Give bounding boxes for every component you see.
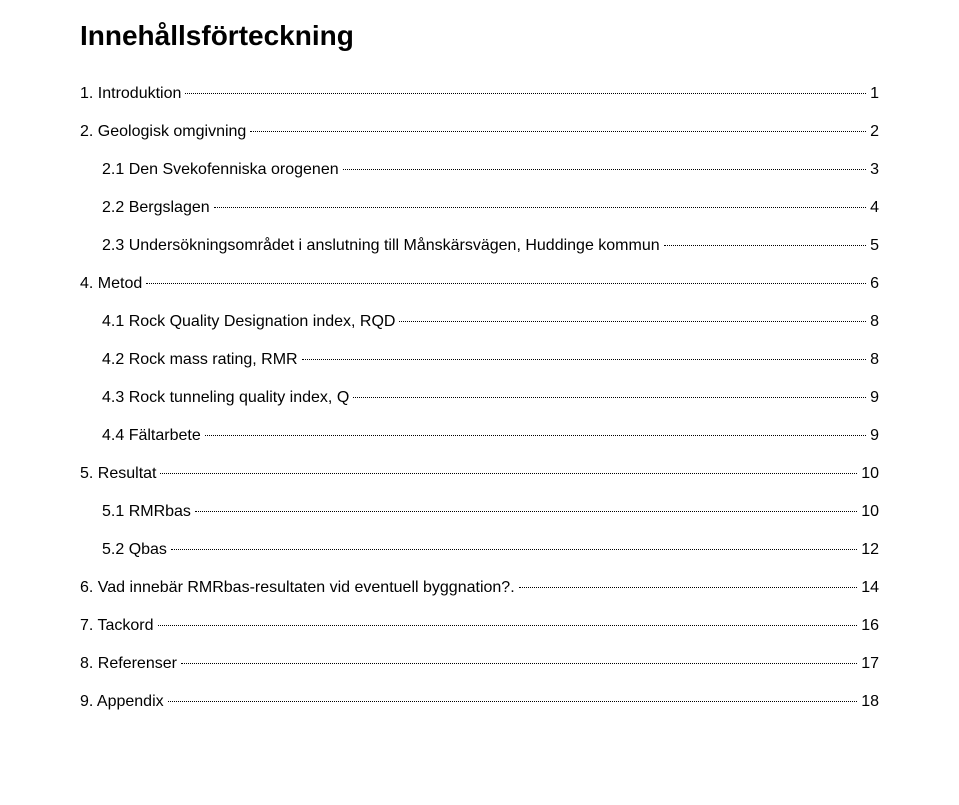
toc-leader-dots bbox=[343, 169, 866, 170]
toc-entry: 4.4 Fältarbete 9 bbox=[102, 424, 879, 448]
toc-entry-label: 2.2 Bergslagen bbox=[102, 196, 210, 220]
toc-entry-label: 4. Metod bbox=[80, 272, 142, 296]
toc-leader-dots bbox=[146, 283, 866, 284]
toc-leader-dots bbox=[160, 473, 857, 474]
toc-leader-dots bbox=[181, 663, 857, 664]
toc-entry: 6. Vad innebär RMRbas-resultaten vid eve… bbox=[80, 576, 879, 600]
toc-entry-label: 4.4 Fältarbete bbox=[102, 424, 201, 448]
toc-entry-page: 1 bbox=[870, 82, 879, 106]
toc-entry: 9. Appendix 18 bbox=[80, 690, 879, 714]
toc-entry-page: 18 bbox=[861, 690, 879, 714]
toc-entry: 2.2 Bergslagen 4 bbox=[102, 196, 879, 220]
toc-leader-dots bbox=[185, 93, 866, 94]
toc-entry: 1. Introduktion 1 bbox=[80, 82, 879, 106]
toc-entry: 5. Resultat 10 bbox=[80, 462, 879, 486]
toc-leader-dots bbox=[353, 397, 866, 398]
toc-entry-label: 5. Resultat bbox=[80, 462, 156, 486]
toc-entry: 7. Tackord 16 bbox=[80, 614, 879, 638]
toc-container: 1. Introduktion12. Geologisk omgivning22… bbox=[80, 82, 879, 714]
toc-leader-dots bbox=[195, 511, 857, 512]
toc-leader-dots bbox=[214, 207, 866, 208]
toc-entry: 4.2 Rock mass rating, RMR 8 bbox=[102, 348, 879, 372]
toc-entry: 2.1 Den Svekofenniska orogenen 3 bbox=[102, 158, 879, 182]
toc-entry-page: 2 bbox=[870, 120, 879, 144]
toc-entry-label: 5.2 Qbas bbox=[102, 538, 167, 562]
toc-leader-dots bbox=[519, 587, 858, 588]
toc-entry-page: 16 bbox=[861, 614, 879, 638]
toc-leader-dots bbox=[664, 245, 866, 246]
toc-entry-page: 10 bbox=[861, 462, 879, 486]
toc-entry-label: 8. Referenser bbox=[80, 652, 177, 676]
toc-entry-page: 17 bbox=[861, 652, 879, 676]
toc-entry-page: 4 bbox=[870, 196, 879, 220]
toc-title: Innehållsförteckning bbox=[80, 20, 879, 52]
toc-entry-page: 9 bbox=[870, 386, 879, 410]
toc-entry: 5.2 Qbas 12 bbox=[102, 538, 879, 562]
toc-leader-dots bbox=[399, 321, 866, 322]
toc-entry: 4.3 Rock tunneling quality index, Q 9 bbox=[102, 386, 879, 410]
toc-entry-label: 4.1 Rock Quality Designation index, RQD bbox=[102, 310, 395, 334]
toc-entry-page: 3 bbox=[870, 158, 879, 182]
toc-entry-page: 12 bbox=[861, 538, 879, 562]
toc-entry-label: 4.2 Rock mass rating, RMR bbox=[102, 348, 298, 372]
toc-entry-label: 9. Appendix bbox=[80, 690, 164, 714]
toc-entry-label: 5.1 RMRbas bbox=[102, 500, 191, 524]
toc-leader-dots bbox=[250, 131, 866, 132]
toc-leader-dots bbox=[171, 549, 857, 550]
toc-entry-label: 2. Geologisk omgivning bbox=[80, 120, 246, 144]
toc-entry-page: 5 bbox=[870, 234, 879, 258]
toc-entry-page: 8 bbox=[870, 348, 879, 372]
toc-leader-dots bbox=[302, 359, 866, 360]
toc-entry-label: 6. Vad innebär RMRbas-resultaten vid eve… bbox=[80, 576, 515, 600]
toc-entry-label: 2.1 Den Svekofenniska orogenen bbox=[102, 158, 339, 182]
toc-entry: 8. Referenser 17 bbox=[80, 652, 879, 676]
toc-entry: 4.1 Rock Quality Designation index, RQD 8 bbox=[102, 310, 879, 334]
toc-entry-page: 9 bbox=[870, 424, 879, 448]
toc-entry: 5.1 RMRbas 10 bbox=[102, 500, 879, 524]
toc-entry-label: 1. Introduktion bbox=[80, 82, 181, 106]
toc-leader-dots bbox=[168, 701, 858, 702]
toc-entry-label: 4.3 Rock tunneling quality index, Q bbox=[102, 386, 349, 410]
toc-entry-page: 8 bbox=[870, 310, 879, 334]
toc-entry: 4. Metod 6 bbox=[80, 272, 879, 296]
toc-entry-label: 7. Tackord bbox=[80, 614, 154, 638]
toc-entry: 2.3 Undersökningsområdet i anslutning ti… bbox=[102, 234, 879, 258]
toc-entry-page: 6 bbox=[870, 272, 879, 296]
toc-entry: 2. Geologisk omgivning 2 bbox=[80, 120, 879, 144]
toc-leader-dots bbox=[158, 625, 858, 626]
toc-entry-label: 2.3 Undersökningsområdet i anslutning ti… bbox=[102, 234, 660, 258]
toc-leader-dots bbox=[205, 435, 866, 436]
document-page: Innehållsförteckning 1. Introduktion 1 2. … bbox=[0, 0, 959, 768]
toc-entry-page: 10 bbox=[861, 500, 879, 524]
toc-entry-page: 14 bbox=[861, 576, 879, 600]
